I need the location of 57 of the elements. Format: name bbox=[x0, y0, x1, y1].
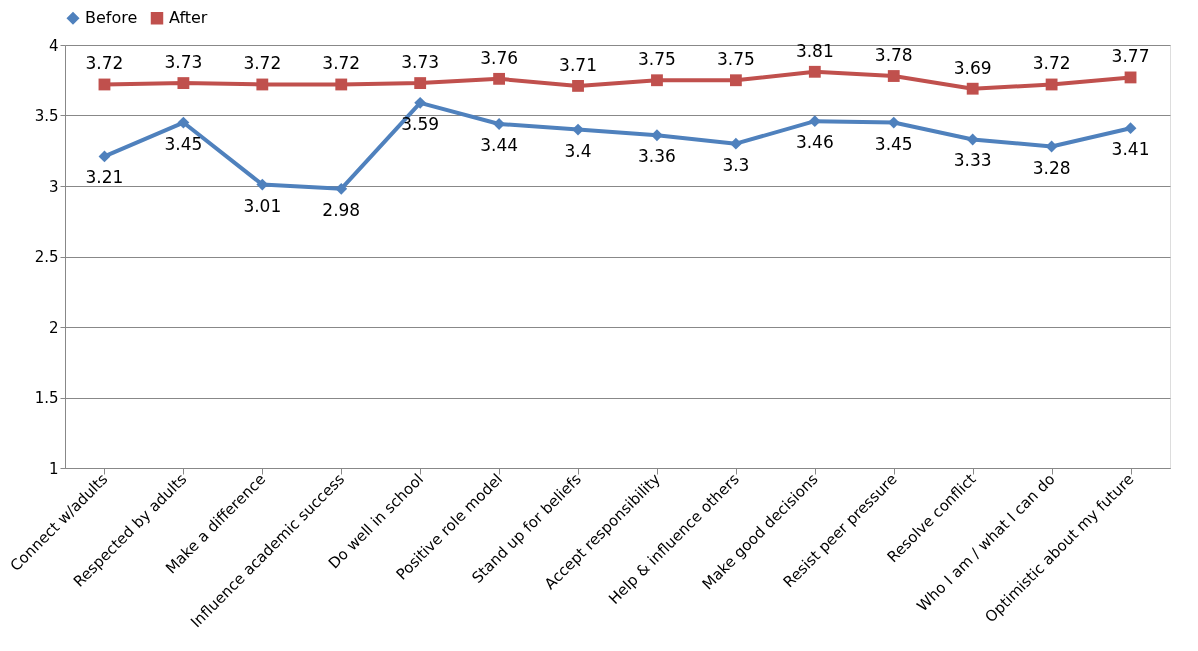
data-label: 3.72 bbox=[322, 53, 361, 74]
data-label: 2.98 bbox=[322, 199, 361, 220]
point bbox=[966, 82, 979, 95]
data-label: 3.81 bbox=[795, 40, 834, 61]
data-label: 3.69 bbox=[953, 57, 992, 78]
data-label: 3.33 bbox=[953, 150, 992, 171]
y-tick-label: 2.5 bbox=[34, 248, 59, 266]
point bbox=[572, 79, 584, 92]
point bbox=[177, 116, 190, 129]
data-label: 3.72 bbox=[243, 53, 282, 74]
data-label: 3.77 bbox=[1111, 46, 1150, 67]
point bbox=[335, 182, 348, 195]
point bbox=[572, 123, 584, 136]
point bbox=[651, 129, 663, 142]
point bbox=[335, 78, 348, 91]
data-label: 3.72 bbox=[85, 53, 124, 74]
data-label: 3.78 bbox=[874, 45, 913, 66]
data-label: 3.59 bbox=[401, 113, 440, 134]
data-label: 3.21 bbox=[85, 167, 124, 188]
data-label: 3.73 bbox=[401, 52, 440, 73]
y-tick-label: 3 bbox=[48, 177, 59, 196]
y-tick-label: 3.5 bbox=[34, 107, 59, 125]
data-label: 3.28 bbox=[1032, 157, 1071, 178]
point bbox=[808, 115, 821, 128]
point bbox=[1124, 122, 1137, 135]
data-label: 3.75 bbox=[716, 49, 755, 70]
data-label: 3.72 bbox=[1032, 53, 1071, 74]
data-label: 3.71 bbox=[559, 54, 597, 75]
point bbox=[414, 77, 427, 89]
point bbox=[98, 150, 111, 163]
y-tick-label: 2 bbox=[48, 318, 59, 337]
point bbox=[493, 72, 506, 85]
point bbox=[256, 78, 269, 91]
legend-label: Before bbox=[85, 8, 138, 28]
data-label: 3.01 bbox=[243, 195, 282, 216]
point bbox=[808, 65, 821, 78]
y-tick-label: 1 bbox=[48, 459, 59, 478]
data-label: 3.41 bbox=[1111, 139, 1150, 160]
data-label: 3.73 bbox=[164, 52, 203, 73]
point bbox=[651, 74, 663, 87]
point bbox=[887, 70, 900, 82]
y-tick-label: 4 bbox=[48, 36, 59, 55]
data-label: 3.76 bbox=[480, 47, 519, 68]
data-label: 3.4 bbox=[564, 140, 592, 161]
data-label: 3.46 bbox=[795, 132, 834, 153]
data-label: 3.75 bbox=[638, 49, 676, 70]
data-label: 3.44 bbox=[480, 134, 519, 155]
data-label: 3.45 bbox=[874, 133, 913, 154]
data-label: 3.36 bbox=[638, 146, 676, 167]
point bbox=[177, 77, 190, 89]
legend-label: After bbox=[169, 8, 208, 28]
point bbox=[414, 96, 427, 109]
data-label: 3.45 bbox=[164, 133, 203, 154]
point bbox=[1045, 78, 1058, 91]
data-label: 3.3 bbox=[722, 154, 750, 175]
point bbox=[729, 74, 742, 87]
y-tick-label: 1.5 bbox=[34, 389, 59, 407]
